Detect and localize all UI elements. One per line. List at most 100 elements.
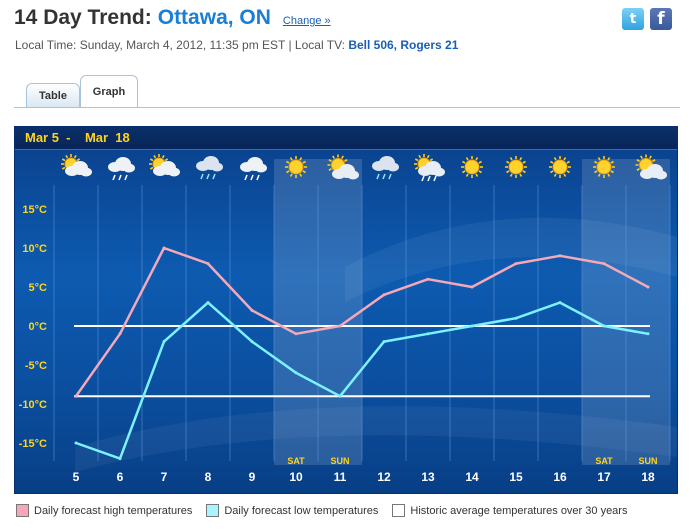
city-name: Ottawa, ON xyxy=(157,6,271,29)
high-temperature-point xyxy=(206,262,210,266)
date-range-bar: Mar 5 - Mar 18 xyxy=(15,127,677,150)
tab-divider xyxy=(14,107,680,108)
partly-cloudy-icon-ray xyxy=(73,154,77,159)
snow-cloud-icon-flake xyxy=(250,174,254,181)
high-temperature-point xyxy=(514,262,518,266)
legend-label-historic: Historic average temperatures over 30 ye… xyxy=(410,504,628,517)
legend-item-historic: Historic average temperatures over 30 ye… xyxy=(392,504,627,517)
high-temperature-point xyxy=(382,293,386,297)
low-temperature-point xyxy=(558,301,562,305)
snow-cloud-icon-puff xyxy=(255,163,267,173)
snow-cloud-icon-flake xyxy=(256,174,260,181)
chart-legend: Daily forecast high temperatures Daily f… xyxy=(16,504,641,517)
tab-graph[interactable]: Graph xyxy=(80,75,138,108)
y-tick-label: 10°C xyxy=(22,243,47,255)
partly-sunny-icon-ray xyxy=(332,155,335,159)
low-temperature-point xyxy=(470,324,474,328)
y-tick-label: -10°C xyxy=(19,399,47,411)
x-tick-label: 6 xyxy=(117,470,124,484)
high-temperature-point xyxy=(470,285,474,289)
low-temperature-point xyxy=(206,301,210,305)
sun-icon-disc xyxy=(508,159,524,175)
x-tick-label: 16 xyxy=(553,470,567,484)
y-tick-label: 0°C xyxy=(29,321,48,333)
partly-cloudy-icon-ray xyxy=(161,154,165,159)
sun-icon-disc xyxy=(288,159,304,175)
date-range-label: Mar 5 - Mar 18 xyxy=(25,130,130,145)
x-tick-label: 10 xyxy=(289,470,303,484)
x-tick-label: 8 xyxy=(205,470,212,484)
sun-icon-ray xyxy=(519,173,523,177)
twitter-icon[interactable]: t xyxy=(622,8,644,30)
facebook-icon[interactable]: f xyxy=(650,8,672,30)
sun-icon-ray xyxy=(475,173,479,177)
high-temperature-point xyxy=(602,262,606,266)
trend-chart: 15°C 10°C 5°C 0°C -5°C -10°C -15°C 5 6 7 8 9 10 SAT 11… xyxy=(14,126,678,494)
partly-cloudy-icon-puff xyxy=(80,167,92,177)
snow-cloud-icon-puff xyxy=(123,163,135,173)
weekend-band-18 xyxy=(626,159,670,465)
high-temperature-point xyxy=(426,277,430,281)
sun-snow-icon-ray xyxy=(429,158,434,162)
x-tick-label: 17 xyxy=(597,470,611,484)
partly-sunny-icon-ray xyxy=(636,159,640,162)
rain-cloud-icon-puff xyxy=(211,162,223,172)
local-info: Local Time: Sunday, March 4, 2012, 11:35… xyxy=(15,38,458,52)
weekend-label: SAT xyxy=(595,456,613,466)
partly-cloudy-icon-ray xyxy=(149,166,154,170)
sun-icon-ray xyxy=(563,157,567,161)
change-location-link[interactable]: Change » xyxy=(282,15,331,27)
partly-sunny-icon-ray xyxy=(341,155,344,159)
local-tv-link[interactable]: Bell 506, Rogers 21 xyxy=(348,38,459,52)
partly-sunny-icon-ray xyxy=(636,168,640,171)
tab-table[interactable]: Table xyxy=(26,83,80,108)
sun-icon-ray xyxy=(566,160,570,164)
low-temperature-point xyxy=(338,394,342,398)
sun-icon-disc xyxy=(596,159,612,175)
weekend-band-17 xyxy=(582,159,626,465)
sun-icon-ray xyxy=(465,173,469,177)
low-temperature-point xyxy=(602,324,606,328)
partly-cloudy-icon-puff xyxy=(168,167,180,177)
sun-icon-ray xyxy=(509,173,513,177)
sun-icon-ray xyxy=(462,160,466,164)
sun-icon-ray xyxy=(594,170,598,174)
chart-canvas: 15°C 10°C 5°C 0°C -5°C -10°C -15°C 5 6 7 8 9 10 SAT 11… xyxy=(19,154,677,484)
sun-icon-ray xyxy=(610,170,614,174)
high-temperature-point xyxy=(646,285,650,289)
rain-cloud-icon-drop xyxy=(212,173,216,180)
y-tick-label: -15°C xyxy=(19,438,47,450)
legend-label-low: Daily forecast low temperatures xyxy=(224,504,379,517)
sun-snow-icon-flake xyxy=(433,175,437,182)
x-tick-label: 5 xyxy=(73,470,80,484)
partly-sunny-icon-ray xyxy=(652,159,656,162)
legend-swatch-high xyxy=(16,504,29,517)
partly-cloudy-icon-ray xyxy=(153,154,157,159)
low-temperature-line xyxy=(75,301,649,460)
sun-icon-ray xyxy=(302,160,306,164)
partly-cloudy-icon-ray xyxy=(61,166,66,170)
sun-icon-ray xyxy=(522,160,526,164)
sun-icon-ray xyxy=(563,173,567,177)
rain-cloud-icon-drop xyxy=(388,173,392,180)
y-tick-label: -5°C xyxy=(25,360,47,372)
high-temperature-point xyxy=(250,308,254,312)
sun-icon-ray xyxy=(597,157,601,161)
x-tick-label: 11 xyxy=(334,470,347,484)
partly-sunny-icon-ray xyxy=(344,159,348,162)
sun-icon-ray xyxy=(475,157,479,161)
partly-cloudy-icon-ray xyxy=(149,158,154,162)
sun-icon-ray xyxy=(509,157,513,161)
partly-sunny-icon-ray xyxy=(649,155,652,159)
weekend-label: SAT xyxy=(287,456,305,466)
rain-cloud-icon-drop xyxy=(376,173,380,180)
high-temperature-point xyxy=(338,324,342,328)
sun-icon-ray xyxy=(478,160,482,164)
sun-icon-disc xyxy=(552,159,568,175)
partly-cloudy-icon-ray xyxy=(61,158,66,162)
sun-icon-ray xyxy=(553,157,557,161)
x-tick-label: 12 xyxy=(377,470,391,484)
low-temperature-point xyxy=(74,441,78,445)
legend-item-high: Daily forecast high temperatures xyxy=(16,504,192,517)
sun-icon-ray xyxy=(302,170,306,174)
